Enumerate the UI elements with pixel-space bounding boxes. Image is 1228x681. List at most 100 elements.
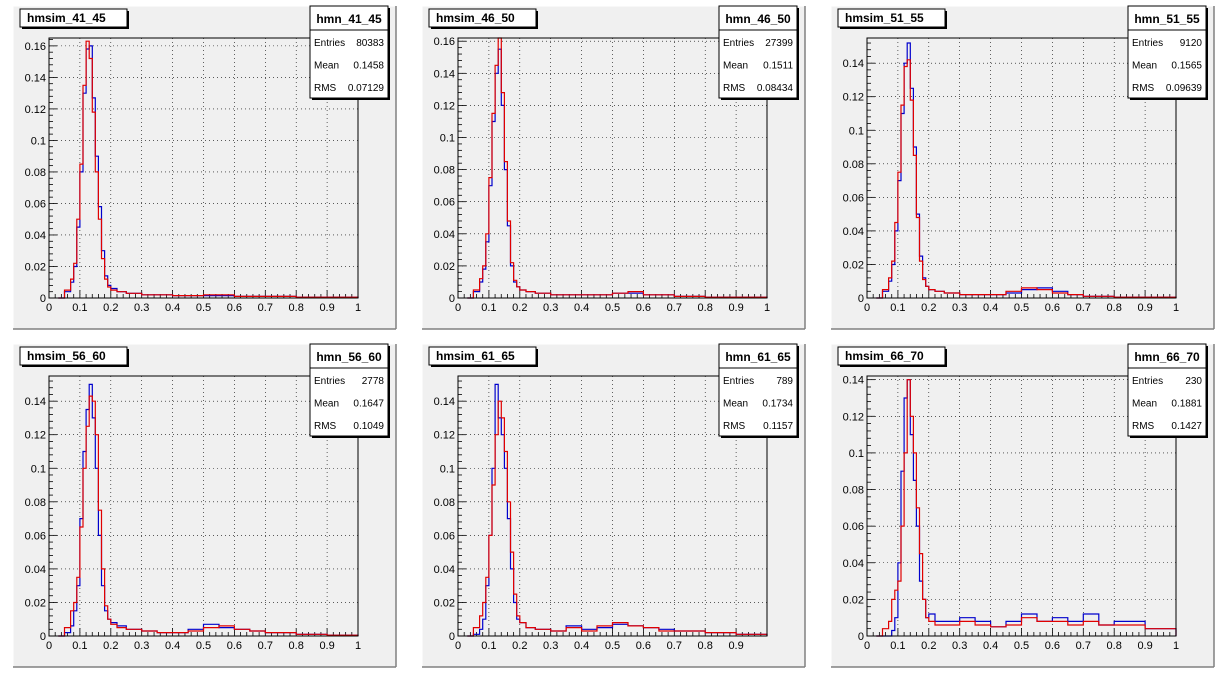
x-tick-label: 0 — [455, 302, 461, 314]
y-tick-label: 0.14 — [843, 375, 864, 387]
histogram-title: hmsim_56_60 — [19, 346, 129, 367]
histogram-pad-5: 0 0.1 0.2 0.3 0.4 0.5 0.6 0.7 0.8 0.9 0 0.02 0.04 0.0… — [421, 343, 806, 668]
y-tick-label: 0.06 — [25, 198, 46, 210]
stats-value: 230 — [1185, 376, 1202, 387]
stats-value: 0.1565 — [1171, 61, 1202, 72]
x-tick-label: 0.4 — [165, 640, 180, 652]
stats-value: 0.1157 — [763, 421, 793, 432]
histogram-title: hmsim_66_70 — [837, 346, 947, 367]
grid-lines — [458, 38, 767, 298]
stats-value: 0.1427 — [1171, 421, 1202, 432]
stats-name: hmn_46_50 — [725, 12, 791, 26]
x-tick-label: 0.8 — [1107, 302, 1122, 314]
x-tick-label: 1 — [1173, 302, 1179, 314]
histogram-line-red — [467, 400, 768, 637]
stats-label: RMS — [314, 83, 337, 94]
x-tick-label: 0.2 — [921, 302, 936, 314]
stats-value: 0.1458 — [353, 61, 384, 72]
histogram-title: hmsim_61_65 — [428, 346, 538, 367]
histogram-pad-6: 0 0.1 0.2 0.3 0.4 0.5 0.6 0.7 0.8 0.9 1 0 0.02 0.04 0.… — [830, 343, 1215, 668]
histogram-pad-4: 0 0.1 0.2 0.3 0.4 0.5 0.6 0.7 0.8 0.9 1 0 0.02 0.04 0.… — [12, 343, 397, 668]
y-tick-label: 0.02 — [434, 597, 455, 609]
x-tick-label: 0.9 — [728, 640, 743, 652]
stats-background — [309, 343, 389, 437]
stats-value: 9120 — [1180, 38, 1203, 49]
stats-name: hmn_61_65 — [725, 350, 791, 364]
y-tick-label: 0 — [858, 293, 864, 305]
x-tick-label: 0.4 — [574, 640, 589, 652]
stats-label: RMS — [314, 421, 337, 432]
histogram-line-blue — [876, 42, 1177, 299]
y-tick-label: 0.1 — [31, 135, 46, 147]
x-tick-label: 0.3 — [134, 302, 149, 314]
grid-lines — [458, 376, 767, 636]
x-tick-label: 0.7 — [258, 640, 273, 652]
y-tick-label: 0.08 — [25, 167, 46, 179]
x-tick-label: 0.3 — [952, 640, 967, 652]
x-tick-label: 0.8 — [1107, 640, 1122, 652]
y-tick-label: 0.1 — [31, 463, 46, 475]
stats-box: hmn_61_65 Entries 789 Mean 0.1734 RMS 0.1157 — [718, 343, 799, 438]
histogram-line-blue — [876, 379, 1177, 637]
plot-frame — [457, 375, 768, 637]
y-tick-label: 0.12 — [25, 104, 46, 116]
y-tick-label: 0 — [858, 631, 864, 643]
stats-box: hmn_51_55 Entries 9120 Mean 0.1565 RMS 0.09639 — [1127, 5, 1208, 100]
y-tick-label: 0.06 — [843, 192, 864, 204]
y-tick-label: 0.04 — [434, 229, 455, 241]
x-tick-label: 1 — [764, 302, 770, 314]
histogram-line-red — [467, 37, 768, 299]
title-box — [837, 8, 946, 28]
x-tick-label: 0.1 — [890, 302, 905, 314]
y-tick-label: 0.02 — [25, 261, 46, 273]
x-tick-label: 0.6 — [227, 640, 242, 652]
stats-label: Mean — [314, 399, 339, 410]
stats-label: Entries — [1132, 38, 1163, 49]
histogram-line-red — [876, 59, 1177, 299]
y-tick-label: 0.08 — [25, 497, 46, 509]
x-tick-label: 0.7 — [258, 302, 273, 314]
histogram-line-red — [58, 395, 359, 637]
y-tick-label: 0.08 — [434, 497, 455, 509]
x-tick-label: 0.9 — [319, 640, 334, 652]
stats-label: RMS — [723, 421, 746, 432]
title-text: hmsim_41_45 — [27, 11, 106, 25]
stats-label: Entries — [314, 38, 345, 49]
x-tick-label: 0 — [864, 302, 870, 314]
x-tick-label: 0.4 — [165, 302, 180, 314]
y-tick-label: 0.06 — [434, 530, 455, 542]
plot-frame — [48, 37, 359, 299]
x-tick-label: 0.9 — [1137, 302, 1152, 314]
y-tick-label: 0.12 — [25, 430, 46, 442]
stats-name: hmn_51_55 — [1134, 12, 1200, 26]
y-tick-label: 0.1 — [849, 448, 864, 460]
histogram-title: hmsim_46_50 — [428, 8, 538, 29]
y-tick-label: 0 — [449, 293, 455, 305]
stats-value: 0.1511 — [763, 61, 793, 72]
x-tick-label: 0.6 — [636, 302, 651, 314]
x-tick-label: 0.3 — [134, 640, 149, 652]
x-tick-label: 0.2 — [103, 302, 118, 314]
y-tick-label: 0.12 — [434, 100, 455, 112]
plot-frame — [866, 37, 1177, 299]
stats-name: hmn_66_70 — [1134, 350, 1200, 364]
title-text: hmsim_61_65 — [436, 349, 515, 363]
stats-box: hmn_46_50 Entries 27399 Mean 0.1511 RMS 0.0843… — [718, 5, 799, 100]
stats-label: RMS — [1132, 83, 1155, 94]
stats-value: 0.08434 — [757, 83, 794, 94]
stats-label: Entries — [1132, 376, 1163, 387]
x-tick-label: 0.7 — [1076, 640, 1091, 652]
y-tick-label: 0 — [40, 631, 46, 643]
x-tick-label: 0.1 — [72, 640, 87, 652]
stats-background — [718, 5, 798, 99]
x-tick-label: 0.1 — [890, 640, 905, 652]
stats-background — [1127, 5, 1207, 99]
stats-label: Mean — [1132, 61, 1157, 72]
stats-background — [1127, 343, 1207, 437]
y-tick-label: 0.04 — [25, 230, 46, 242]
stats-name: hmn_56_60 — [316, 350, 382, 364]
y-tick-label: 0.14 — [843, 58, 864, 70]
histogram-line-red — [58, 40, 359, 299]
x-tick-label: 0.7 — [667, 302, 682, 314]
